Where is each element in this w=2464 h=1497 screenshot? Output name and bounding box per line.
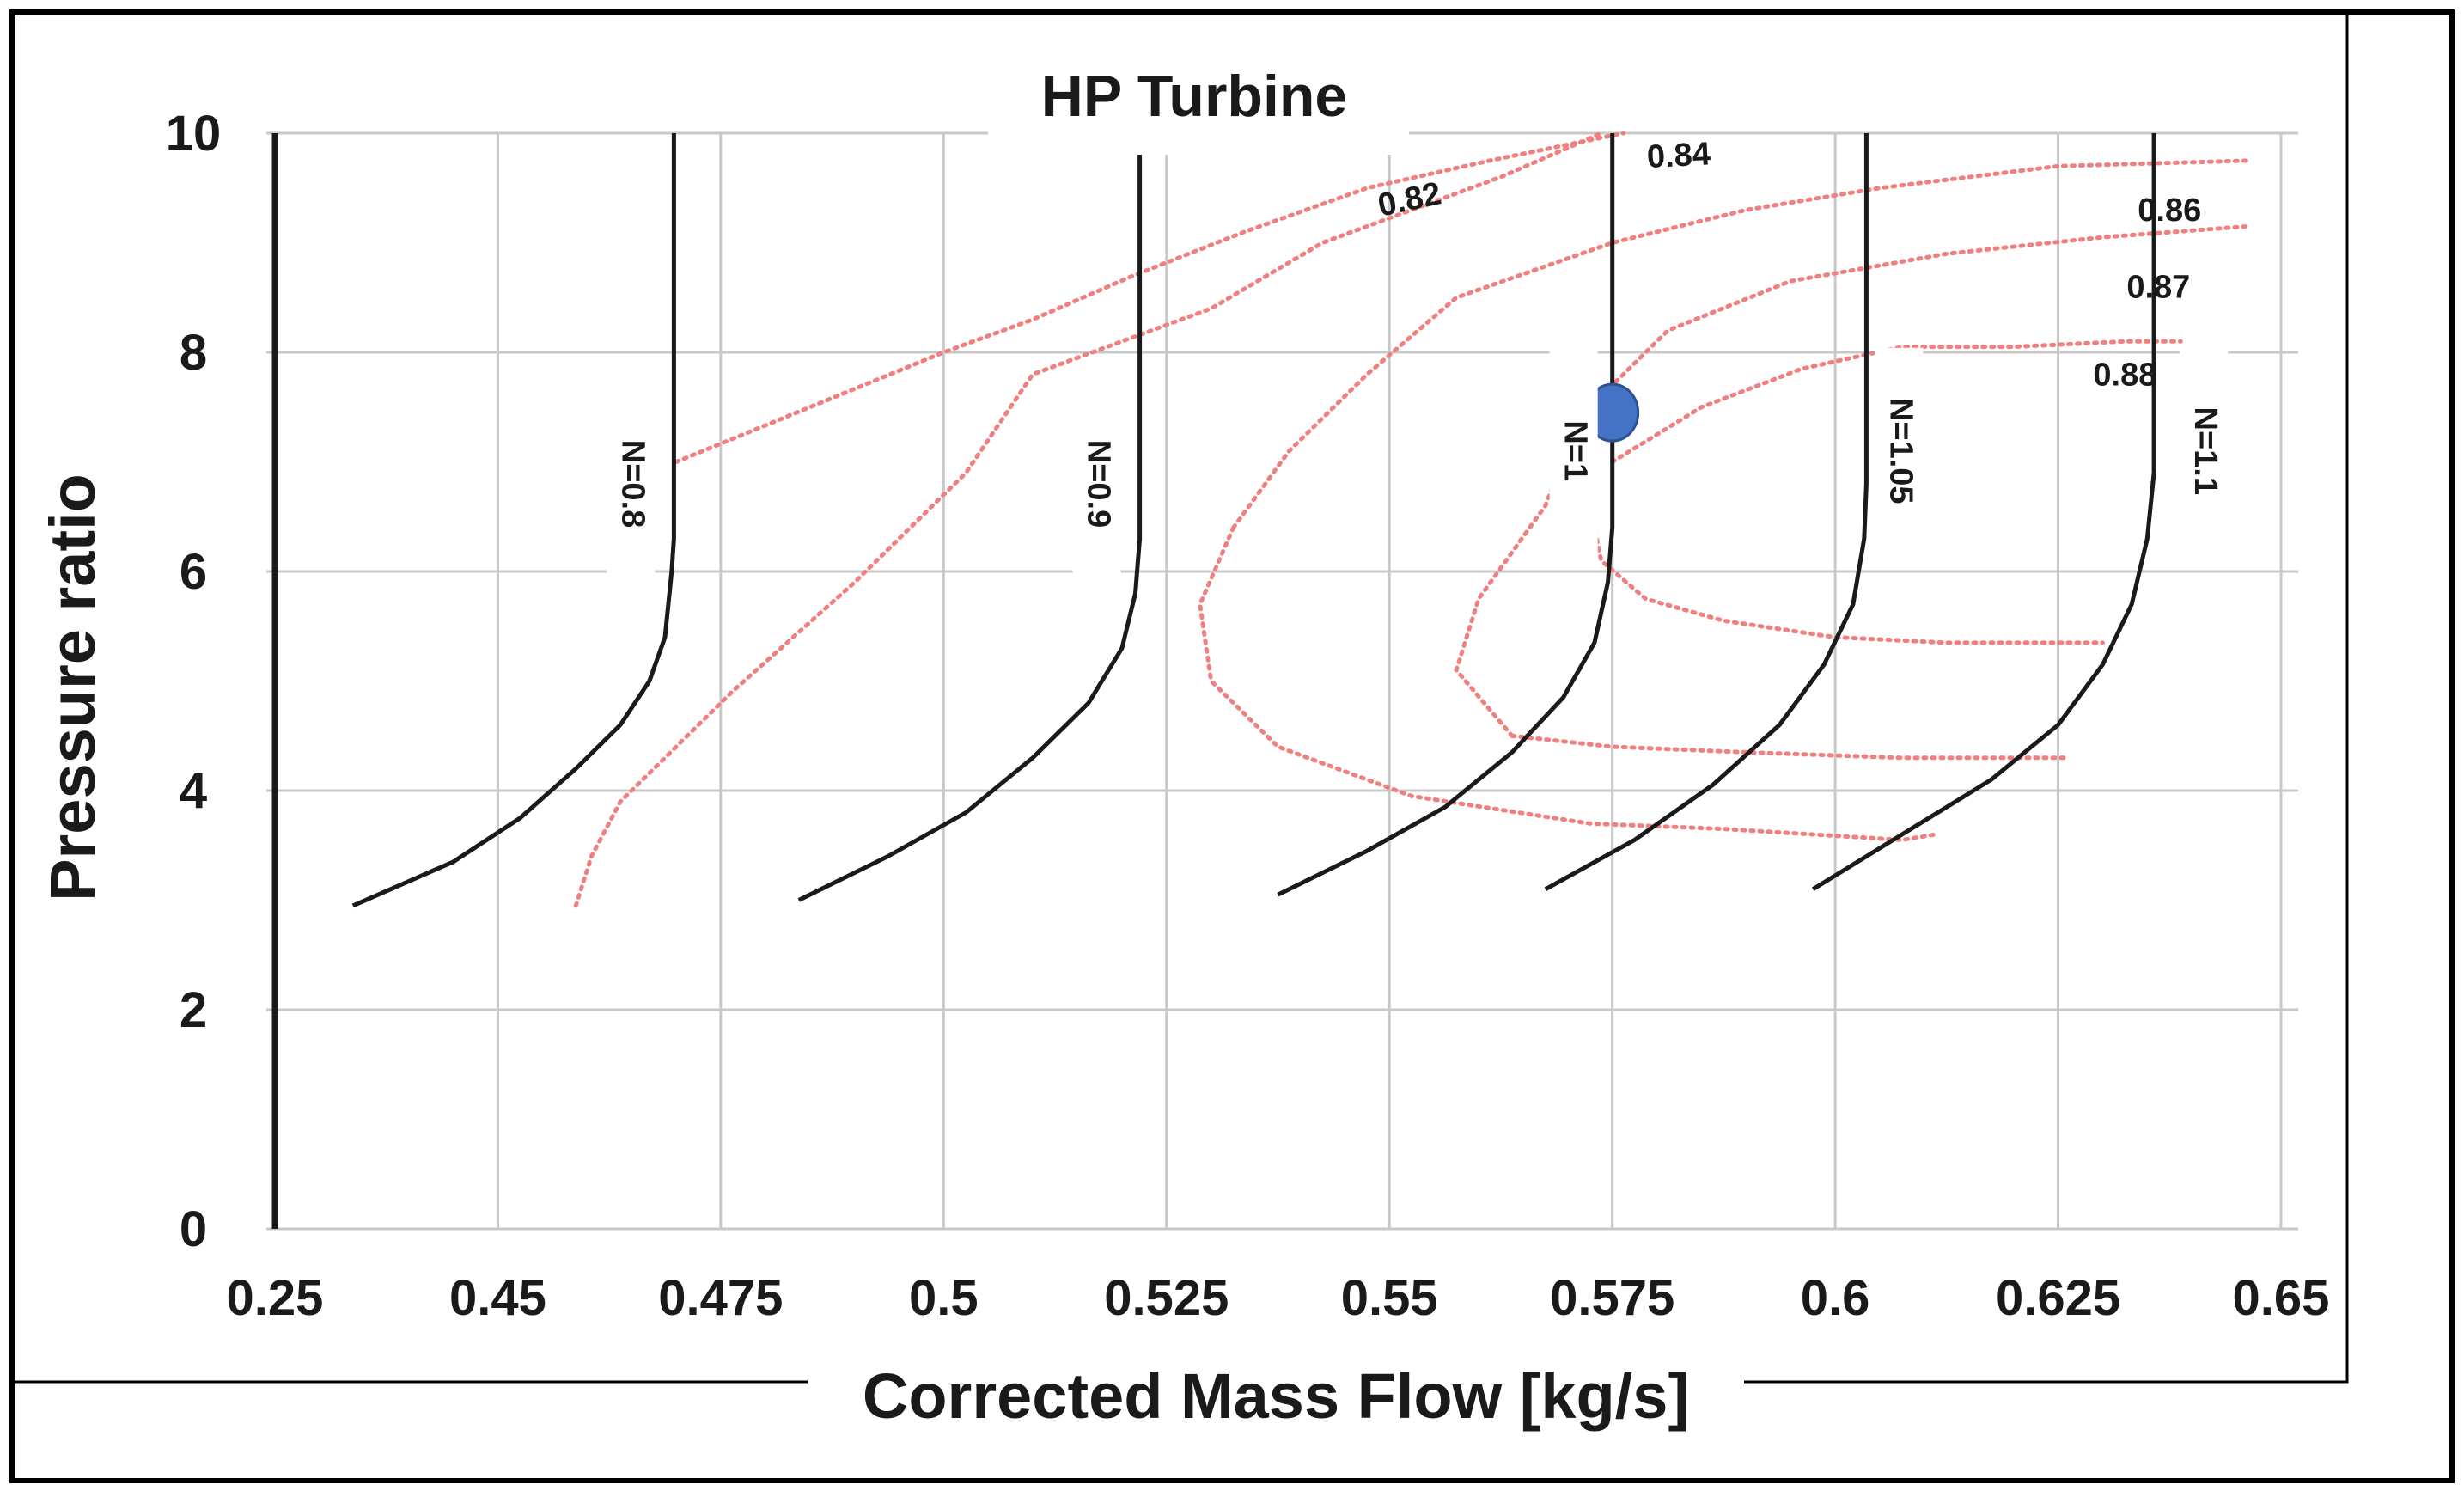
x-tick-label: 0.625 [1996,1270,2120,1326]
y-tick-label: 4 [180,763,207,819]
efficiency-label: 0.88 [2093,357,2156,393]
grid [266,131,2298,1231]
speed-label-backdrop [2180,347,2229,554]
speed-line [351,133,676,908]
xlabel-backdrop [808,1336,1744,1448]
efficiency-contour [1454,223,2250,738]
y-tick-label: 8 [180,325,207,381]
efficiency-contours [573,131,2250,908]
speed-label-backdrop [1072,381,1121,587]
line-labels: 0.820.840.860.870.88N=0.8 N=0.9 N=1 N=1.05 N… [607,136,2229,587]
speed-line [1544,133,1869,891]
speed-label-backdrop [1875,347,1924,554]
inner-frame [12,15,2349,1384]
x-tick-label: 0.5 [909,1270,979,1326]
speed-label: N=0.8 [614,440,650,528]
x-tick-label: 0.525 [1104,1270,1229,1326]
efficiency-label: 0.86 [2138,192,2201,229]
y-tick-label: 2 [180,982,207,1038]
y-axis-title: Pressure ratio [37,474,108,901]
speed-line [1811,133,2156,891]
outer-frame [9,9,2455,1483]
speed-line [797,133,1143,902]
x-tick-label: 0.475 [658,1270,783,1326]
efficiency-contour [1231,158,2250,530]
x-tick-label: 0.45 [449,1270,546,1326]
y-tick-label: 6 [180,544,207,600]
tick-labels: 0.25 0.45 0.475 0.5 0.525 0.55 0.575 0.6 0.625 0.… [166,106,2330,1326]
x-tick-label: 0.6 [1801,1270,1870,1326]
chart-title: HP Turbine [1041,64,1347,129]
efficiency-contour [573,131,1604,908]
efficiency-contour [1610,339,2183,464]
x-tick-label: 0.65 [2233,1270,2330,1326]
x-tick-label: 0.55 [1341,1270,1438,1326]
speed-label: N=1.05 [1882,398,1918,504]
x-axis-title: Corrected Mass Flow [kg/s] [863,1360,1689,1432]
speed-lines [351,133,2156,908]
y-tick-label: 0 [180,1201,207,1257]
speed-line [1277,133,1615,897]
efficiency-label: 0.87 [2126,269,2190,305]
efficiency-contour [1198,525,1938,842]
speed-label: N=1.1 [2187,407,2223,495]
efficiency-contour [674,131,1626,464]
speed-label-backdrop [1549,347,1598,554]
title-backdrop [988,60,1409,155]
y-tick-label: 10 [166,106,222,162]
efficiency-label: 0.84 [1646,136,1711,175]
x-tick-label: 0.25 [227,1270,324,1326]
speed-label: N=0.9 [1081,440,1117,528]
efficiency-contour [1588,504,2105,645]
x-tick-label: 0.575 [1550,1270,1674,1326]
speed-label-backdrop [607,381,656,587]
speed-label: N=1 [1558,420,1594,481]
